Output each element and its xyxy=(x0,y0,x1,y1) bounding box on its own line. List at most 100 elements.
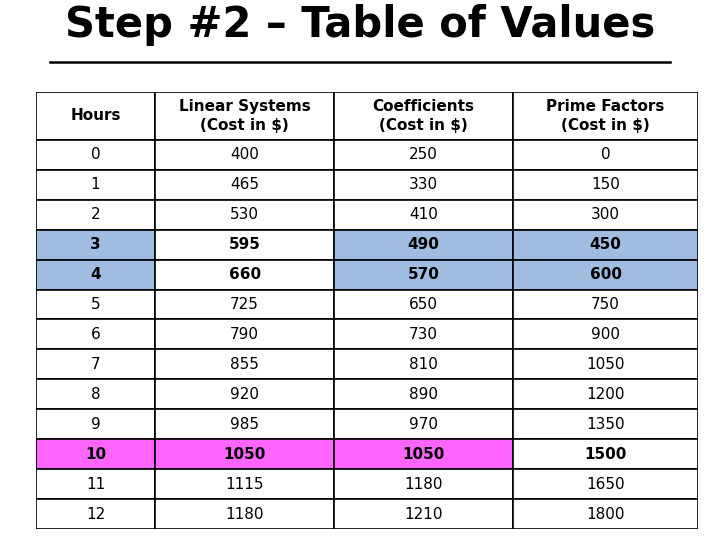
Bar xyxy=(156,230,334,260)
Bar xyxy=(36,230,156,260)
Text: 410: 410 xyxy=(409,207,438,222)
Bar xyxy=(156,349,334,380)
Bar xyxy=(156,500,334,529)
Text: 1650: 1650 xyxy=(586,477,625,492)
Text: 900: 900 xyxy=(591,327,620,342)
Bar xyxy=(36,170,156,200)
Bar xyxy=(36,380,156,409)
Text: 250: 250 xyxy=(409,147,438,162)
Text: 920: 920 xyxy=(230,387,259,402)
Bar xyxy=(513,289,698,320)
Text: 725: 725 xyxy=(230,297,259,312)
Text: 730: 730 xyxy=(409,327,438,342)
Text: 810: 810 xyxy=(409,357,438,372)
Text: 150: 150 xyxy=(591,177,620,192)
Bar xyxy=(334,409,513,440)
Text: 4: 4 xyxy=(90,267,101,282)
Bar xyxy=(334,92,513,140)
Text: 12: 12 xyxy=(86,507,105,522)
Bar xyxy=(513,92,698,140)
Text: 0: 0 xyxy=(91,147,100,162)
Text: 660: 660 xyxy=(228,267,261,282)
Text: 3: 3 xyxy=(90,237,101,252)
Text: 530: 530 xyxy=(230,207,259,222)
Bar xyxy=(334,200,513,230)
Text: 1180: 1180 xyxy=(225,507,264,522)
Text: 600: 600 xyxy=(590,267,621,282)
Bar xyxy=(156,92,334,140)
Text: 2: 2 xyxy=(91,207,100,222)
Text: 1115: 1115 xyxy=(225,477,264,492)
Bar xyxy=(334,289,513,320)
Bar xyxy=(156,409,334,440)
Text: 595: 595 xyxy=(229,237,261,252)
Bar xyxy=(36,289,156,320)
Text: 750: 750 xyxy=(591,297,620,312)
Bar xyxy=(513,260,698,289)
Bar xyxy=(334,500,513,529)
Bar xyxy=(334,230,513,260)
Bar xyxy=(513,200,698,230)
Bar xyxy=(36,500,156,529)
Bar xyxy=(334,170,513,200)
Bar xyxy=(513,170,698,200)
Text: 9: 9 xyxy=(91,417,101,432)
Bar xyxy=(156,440,334,469)
Bar xyxy=(156,200,334,230)
Bar xyxy=(334,440,513,469)
Bar xyxy=(513,469,698,500)
Text: 7: 7 xyxy=(91,357,100,372)
Bar xyxy=(36,320,156,349)
Bar xyxy=(36,200,156,230)
Text: 1210: 1210 xyxy=(404,507,443,522)
Text: 400: 400 xyxy=(230,147,259,162)
Bar xyxy=(334,320,513,349)
Text: 10: 10 xyxy=(85,447,106,462)
Text: 650: 650 xyxy=(409,297,438,312)
Text: 1500: 1500 xyxy=(585,447,627,462)
Bar xyxy=(513,320,698,349)
Bar xyxy=(156,289,334,320)
Bar xyxy=(513,380,698,409)
Bar xyxy=(334,469,513,500)
Text: Coefficients
(Cost in $): Coefficients (Cost in $) xyxy=(372,99,474,132)
Bar xyxy=(334,260,513,289)
Text: 0: 0 xyxy=(601,147,611,162)
Bar xyxy=(334,140,513,170)
Bar xyxy=(156,260,334,289)
Bar xyxy=(156,320,334,349)
Bar xyxy=(513,409,698,440)
Text: 970: 970 xyxy=(409,417,438,432)
Text: 1180: 1180 xyxy=(404,477,443,492)
Text: 450: 450 xyxy=(590,237,621,252)
Text: 570: 570 xyxy=(408,267,439,282)
Text: 890: 890 xyxy=(409,387,438,402)
Bar xyxy=(36,409,156,440)
Text: 985: 985 xyxy=(230,417,259,432)
Text: 11: 11 xyxy=(86,477,105,492)
Text: 790: 790 xyxy=(230,327,259,342)
Text: 330: 330 xyxy=(409,177,438,192)
Text: 8: 8 xyxy=(91,387,100,402)
Text: Hours: Hours xyxy=(71,108,121,123)
Text: Prime Factors
(Cost in $): Prime Factors (Cost in $) xyxy=(546,99,665,132)
Bar xyxy=(513,349,698,380)
Text: 1: 1 xyxy=(91,177,100,192)
Bar xyxy=(156,469,334,500)
Text: 1200: 1200 xyxy=(586,387,625,402)
Bar xyxy=(156,170,334,200)
Text: Linear Systems
(Cost in $): Linear Systems (Cost in $) xyxy=(179,99,310,132)
Bar xyxy=(36,140,156,170)
Text: 465: 465 xyxy=(230,177,259,192)
Text: 1050: 1050 xyxy=(402,447,445,462)
Text: 855: 855 xyxy=(230,357,259,372)
Bar xyxy=(513,500,698,529)
Bar xyxy=(156,140,334,170)
Bar xyxy=(334,349,513,380)
Text: 490: 490 xyxy=(408,237,439,252)
Text: Step #2 – Table of Values: Step #2 – Table of Values xyxy=(65,4,655,45)
Bar xyxy=(513,230,698,260)
Bar xyxy=(156,380,334,409)
Text: 1800: 1800 xyxy=(586,507,625,522)
Bar xyxy=(513,140,698,170)
